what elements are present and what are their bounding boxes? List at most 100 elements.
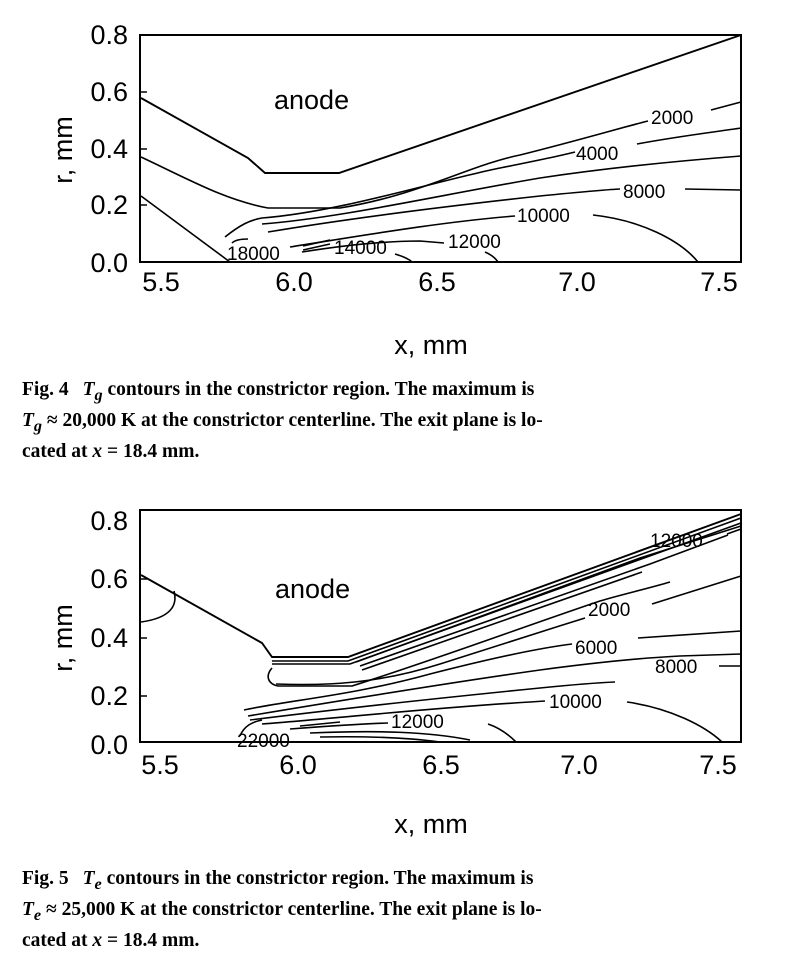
fig4-ytick-0.2: 0.2: [90, 190, 128, 220]
fig5-contour-wall-2: [272, 522, 742, 665]
fig4-contour-16000: [231, 238, 249, 244]
fig4-xtick-6.0: 6.0: [275, 267, 313, 297]
fig5-caption-symbol: Te: [82, 868, 102, 893]
fig5-ytick-0.0: 0.0: [90, 730, 128, 760]
fig4-contour-plot: 0.8 0.6 0.4 0.2 0.0 5.5 6.0 6.5 7.0 7.5 …: [48, 20, 742, 360]
fig5-xtick-6.0: 6.0: [279, 750, 317, 780]
fig4-caption-line3-end: = 18.4 mm.: [102, 440, 200, 462]
fig5-contour-6000: [243, 643, 573, 711]
fig4-contour-12000: [301, 240, 445, 253]
fig5-contour-label-8000: 8000: [655, 657, 697, 678]
fig4-contour-12000-b: [484, 251, 499, 263]
fig4-contour-label-18000: 18000: [227, 244, 280, 265]
fig5-caption-line3: cated at: [22, 929, 93, 951]
fig4-caption: Fig. 4 Tg contours in the constrictor reg…: [22, 379, 543, 462]
fig4-ytick-0.6: 0.6: [90, 77, 128, 107]
fig5-anode-arc: [140, 590, 176, 623]
fig5-yticks-marks: [140, 578, 147, 697]
fig4-xtick-5.5: 5.5: [142, 267, 180, 297]
fig5-caption-line3-end: = 18.4 mm.: [102, 929, 200, 951]
fig4-contour-2000: [140, 120, 649, 209]
fig4-contour-label-2000: 2000: [651, 108, 693, 129]
fig5-contour-label-2000: 2000: [588, 600, 630, 621]
fig5-contour-7000: [247, 653, 742, 717]
fig5-caption-symbol-2: Te: [22, 898, 42, 924]
fig5-xtick-5.5: 5.5: [141, 750, 179, 780]
fig5-contour-18000: [299, 721, 341, 727]
fig5-caption: Fig. 5 Te contours in the constrictor reg…: [22, 868, 542, 951]
fig5-caption-line2: ≈ 25,000 K at the constrictor centerline…: [41, 898, 542, 920]
fig5-contour-12000-top-tail: [726, 528, 742, 535]
fig5-x-axis-label: x, mm: [394, 809, 468, 839]
fig4-caption-line3: cated at: [22, 440, 93, 462]
fig4-caption-line2: ≈ 20,000 K at the constrictor centerline…: [42, 409, 543, 431]
fig5-contour-16000: [319, 735, 441, 743]
fig5-ytick-0.2: 0.2: [90, 681, 128, 711]
fig4-y-axis-label: r, mm: [48, 116, 78, 184]
fig5-contour-label-22000: 22000: [237, 731, 290, 752]
fig4-contour-10000-tail: [592, 214, 699, 263]
fig5-contour-2000: [275, 617, 586, 686]
fig5-contour-12000: [289, 722, 389, 730]
fig4-ytick-0.4: 0.4: [90, 134, 128, 164]
fig5-contour-12000-top: [361, 571, 643, 671]
fig4-contour-8000-tail: [684, 188, 742, 191]
fig5-contour-6000-tail: [637, 630, 742, 639]
fig4-contour-label-8000: 8000: [623, 182, 665, 203]
fig4-contour-label-14000: 14000: [334, 238, 387, 259]
fig5-contour-2000-tail: [651, 575, 742, 605]
fig5-contour-side: [267, 581, 671, 687]
fig4-yticks-marks: [140, 91, 147, 206]
fig4-contour-label-4000: 4000: [576, 144, 618, 165]
fig4-contour-8000: [267, 188, 621, 233]
fig5-xtick-7.0: 7.0: [560, 750, 598, 780]
fig5-contour-label-6000: 6000: [575, 638, 617, 659]
fig5-caption-number: Fig. 5: [22, 868, 69, 889]
fig5-xtick-7.5: 7.5: [699, 750, 737, 780]
fig5-contour-plot: 0.8 0.6 0.4 0.2 0.0 5.5 6.0 6.5 7.0 7.5 …: [48, 506, 742, 839]
fig5-y-axis-label: r, mm: [48, 604, 78, 672]
fig5-plot-frame: [139, 509, 742, 743]
fig5-contour-20000: [239, 719, 263, 737]
fig5-ytick-0.4: 0.4: [90, 623, 128, 653]
fig4-anode-label: anode: [274, 85, 349, 115]
fig4-contour-14000-b: [302, 243, 331, 251]
fig5-contour-label-12000-top: 12000: [650, 531, 703, 552]
fig5-anode-boundary: [140, 513, 742, 658]
fig5-contour-wall-3: [355, 525, 742, 663]
fig5-contour-label-10000: 10000: [549, 692, 602, 713]
fig5-contour-12000-tail: [487, 723, 517, 743]
fig5-contour-wall-1: [272, 517, 742, 662]
fig4-contour-label-12000: 12000: [448, 232, 501, 253]
fig5-ytick-0.8: 0.8: [90, 506, 128, 536]
fig4-contour-5000: [140, 195, 231, 263]
fig4-anode-boundary: [140, 34, 742, 174]
fig4-ytick-0.8: 0.8: [90, 20, 128, 50]
fig4-contour-6000: [261, 155, 742, 225]
fig5-xtick-6.5: 6.5: [422, 750, 460, 780]
fig5-contour-wall-4: [359, 534, 729, 667]
fig4-contour-label-10000: 10000: [517, 206, 570, 227]
fig4-xtick-7.5: 7.5: [700, 267, 738, 297]
fig5-anode-label: anode: [275, 574, 350, 604]
fig4-contour-4000: [224, 151, 576, 238]
fig5-contour-10000: [261, 700, 546, 725]
fig4-contour-2000-tail: [710, 101, 742, 111]
fig4-contour-4000-tail: [636, 127, 742, 145]
fig4-xtick-6.5: 6.5: [418, 267, 456, 297]
fig4-caption-symbol: Tg: [82, 379, 103, 404]
fig4-xtick-7.0: 7.0: [558, 267, 596, 297]
fig5-caption-line1: contours in the constrictor region. The …: [101, 868, 534, 889]
fig5-contour-10000-tail: [626, 701, 723, 743]
fig5-contour-8000: [249, 681, 616, 721]
fig4-caption-number: Fig. 4: [22, 379, 69, 400]
fig4-x-axis-label: x, mm: [394, 330, 468, 360]
fig4-contour-14000-c: [394, 253, 413, 263]
fig4-contour-14000-a: [302, 239, 331, 247]
fig5-contour-14000: [309, 730, 471, 741]
fig5-contour-label-12000: 12000: [391, 712, 444, 733]
fig4-ytick-0.0: 0.0: [90, 248, 128, 278]
fig5-ytick-0.6: 0.6: [90, 564, 128, 594]
fig4-caption-symbol-2: Tg: [22, 409, 43, 435]
fig4-caption-line1: contours in the constrictor region. The …: [102, 379, 535, 400]
